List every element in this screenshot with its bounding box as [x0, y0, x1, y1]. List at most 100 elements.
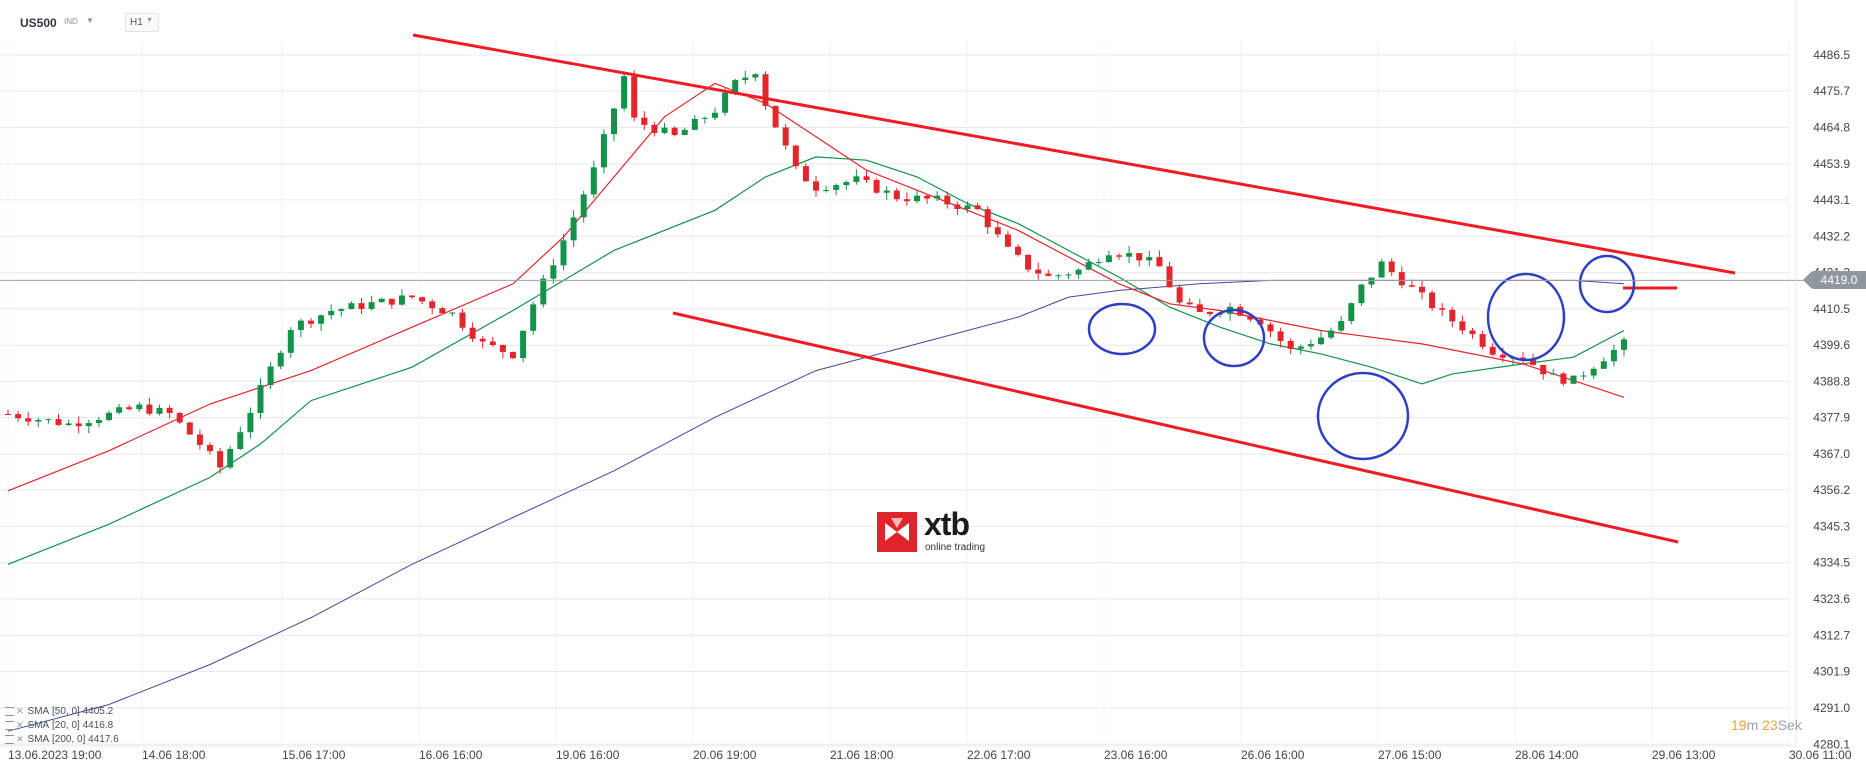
candle-body	[378, 298, 385, 303]
candle-body	[257, 385, 264, 413]
timeframe-selector[interactable]	[125, 13, 159, 32]
close-icon[interactable]: ✕	[16, 705, 24, 716]
time-tick-label: 15.06 17:00	[282, 748, 346, 762]
settings-icon[interactable]	[5, 706, 14, 716]
logo-tagline: online trading	[925, 542, 986, 553]
candle-body	[752, 74, 759, 78]
candle-body	[126, 407, 133, 410]
candle-body	[25, 418, 32, 422]
candle-body	[1318, 337, 1324, 345]
time-tick-label: 20.06 19:00	[693, 748, 757, 762]
candle-body	[5, 413, 11, 415]
candle-timer: 19m 23Sek	[1731, 717, 1802, 733]
price-tick-label: 4323.6	[1813, 592, 1850, 606]
legend-item-sma-20[interactable]: ✕ SMA [20, 0] 4416.8	[5, 718, 119, 732]
highlight-circle	[1578, 254, 1636, 314]
candle-body	[590, 167, 597, 195]
candle-body	[732, 80, 739, 93]
sma-200-path	[7, 279, 1625, 732]
candle-body	[833, 185, 840, 190]
candle-body	[1398, 272, 1405, 286]
price-tick-label: 4367.0	[1813, 447, 1850, 461]
candle-body	[1590, 368, 1597, 376]
candle-body	[1570, 375, 1577, 384]
candle-body	[388, 298, 395, 305]
candle-body	[631, 76, 638, 118]
legend-item-sma-200[interactable]: ✕ SMA [200, 0] 4417.6	[5, 732, 119, 746]
candle-body	[974, 205, 981, 210]
candle-body	[1035, 269, 1042, 274]
settings-icon[interactable]	[5, 734, 14, 744]
timeframe-label[interactable]: H1	[130, 17, 143, 28]
candle-body	[1489, 346, 1496, 355]
candle-body	[439, 308, 446, 314]
price-axis[interactable]: 4486.54475.74464.84453.94443.14432.24421…	[1795, 0, 1850, 751]
candle-body	[156, 407, 163, 414]
candle-body	[45, 419, 52, 421]
candle-body	[903, 199, 910, 202]
candle-body	[1479, 334, 1486, 347]
chart-header: US500 IND ▼ H1 ▼	[0, 0, 400, 40]
candle-body	[843, 181, 850, 186]
legend-params: [50, 0]	[52, 705, 80, 717]
candle-body	[1328, 330, 1335, 338]
price-tick-label: 4399.6	[1813, 338, 1850, 352]
candle-body	[207, 444, 213, 452]
candle-body	[994, 227, 1001, 235]
candle-body	[1388, 261, 1395, 273]
price-tick-label: 4345.3	[1813, 520, 1850, 534]
candle-body	[722, 92, 729, 113]
legend-item-sma-50[interactable]: ✕ SMA [50, 0] 4405.2	[5, 704, 119, 718]
candle-body	[1297, 346, 1304, 349]
price-tick-label: 4280.1	[1813, 737, 1850, 751]
timer-seconds-unit: Sek	[1777, 717, 1802, 733]
settings-icon[interactable]	[5, 720, 14, 730]
candle-body	[1358, 284, 1365, 304]
candle-body	[1307, 344, 1314, 347]
close-icon[interactable]: ✕	[16, 733, 24, 744]
candle-body	[772, 105, 779, 128]
candle-body	[520, 330, 527, 359]
candle-body	[308, 320, 314, 324]
candle-body	[459, 312, 466, 328]
candle-body	[742, 77, 749, 81]
time-axis[interactable]: 13.06.2023 19:00 14.06 18:00 15.06 17:00 16…	[0, 745, 1852, 762]
candle-body	[1075, 269, 1082, 275]
candle-body	[1378, 261, 1385, 278]
candle-body	[701, 117, 708, 119]
candle-body	[1116, 255, 1122, 257]
candle-body	[95, 419, 102, 424]
timer-minutes-unit: m	[1746, 717, 1759, 733]
grid	[0, 40, 1790, 745]
sma-200-line	[7, 279, 1625, 732]
price-tick-label: 4291.0	[1813, 701, 1850, 715]
price-tick-label: 4356.2	[1813, 483, 1850, 497]
candles	[5, 70, 1627, 474]
time-tick-label: 29.06 13:00	[1652, 748, 1716, 762]
candle-body	[469, 327, 476, 339]
user-drawings[interactable]	[412, 33, 1736, 544]
sma-20-path	[7, 82, 1625, 492]
time-tick-label: 28.06 14:00	[1515, 748, 1579, 762]
candle-body	[65, 423, 72, 425]
candle-body	[196, 434, 203, 445]
candle-body	[954, 204, 961, 210]
candle-body	[1136, 253, 1143, 261]
candle-body	[802, 166, 809, 182]
legend-name: SMA	[27, 733, 50, 745]
candle-body	[267, 366, 274, 386]
symbol-name[interactable]: US500	[20, 16, 57, 30]
candle-body	[1257, 319, 1264, 325]
highlight-circle	[1087, 302, 1157, 356]
candle-body	[358, 303, 365, 309]
chevron-down-icon[interactable]: ▼	[146, 17, 153, 24]
candle-body	[1338, 321, 1345, 331]
price-tick-label: 4475.7	[1813, 84, 1850, 98]
candle-body	[429, 301, 436, 309]
close-icon[interactable]: ✕	[16, 719, 24, 730]
chevron-down-icon[interactable]: ▼	[86, 16, 94, 25]
candle-body	[712, 112, 718, 118]
candle-body	[1166, 266, 1173, 288]
